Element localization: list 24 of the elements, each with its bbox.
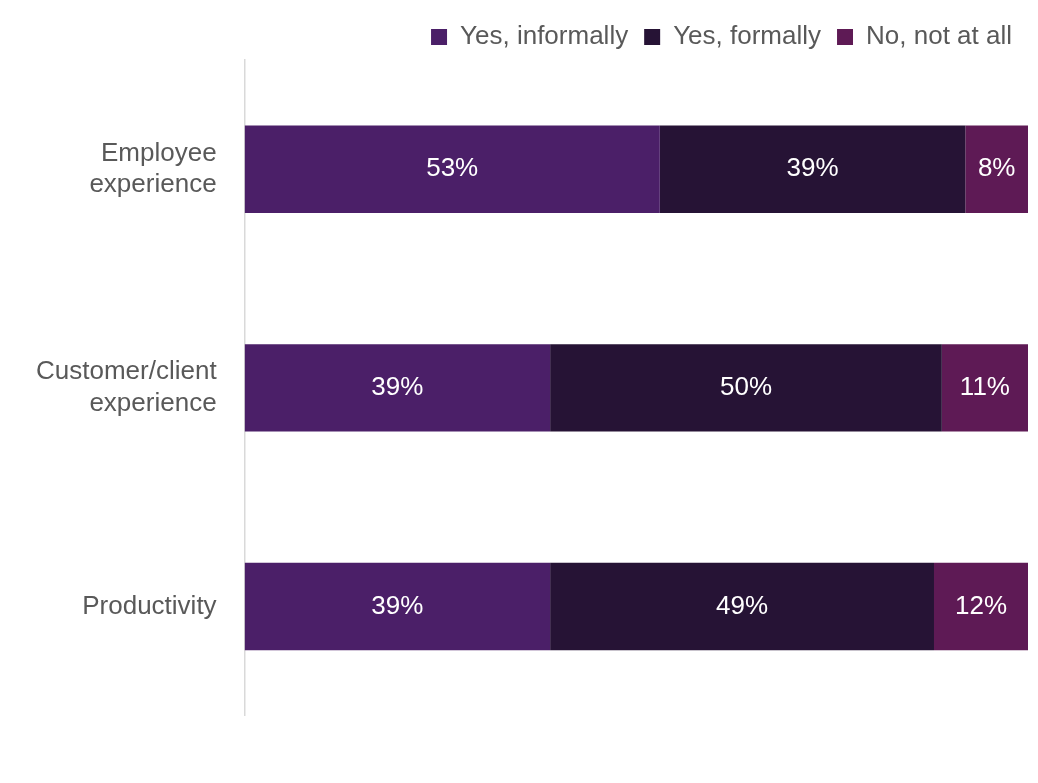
y-tick-label: Customer/client experience <box>35 355 218 417</box>
data-label: 8% <box>977 152 1016 183</box>
bar <box>941 344 1028 432</box>
bar <box>550 562 934 651</box>
data-label: 50% <box>719 371 773 402</box>
data-label: 39% <box>371 589 424 620</box>
legend-label: Yes, informally <box>460 20 629 51</box>
bar <box>244 344 551 432</box>
data-label: 12% <box>954 589 1008 620</box>
bar <box>550 344 942 432</box>
legend-label: No, not at all <box>866 20 1013 51</box>
bar <box>933 562 1028 651</box>
legend-label: Yes, formally <box>673 20 822 51</box>
bar <box>659 125 966 214</box>
bar <box>244 125 660 214</box>
data-label: 53% <box>426 152 479 183</box>
data-label: 39% <box>786 152 839 183</box>
data-label: 39% <box>371 371 424 402</box>
data-label: 49% <box>716 589 769 620</box>
y-tick-label: Productivity <box>82 589 217 620</box>
y-tick-label: Employee experience <box>89 136 217 199</box>
bar <box>244 562 551 651</box>
bar <box>965 125 1028 214</box>
data-label: 11% <box>959 371 1010 402</box>
